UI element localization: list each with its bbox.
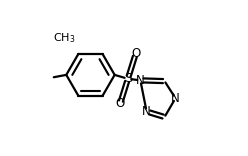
Text: S: S (124, 72, 132, 85)
Text: O: O (131, 47, 140, 60)
Text: CH$_3$: CH$_3$ (53, 31, 75, 45)
Text: O: O (116, 97, 125, 110)
Text: N: N (142, 105, 151, 118)
Text: N: N (136, 74, 145, 87)
Text: N: N (171, 92, 180, 105)
